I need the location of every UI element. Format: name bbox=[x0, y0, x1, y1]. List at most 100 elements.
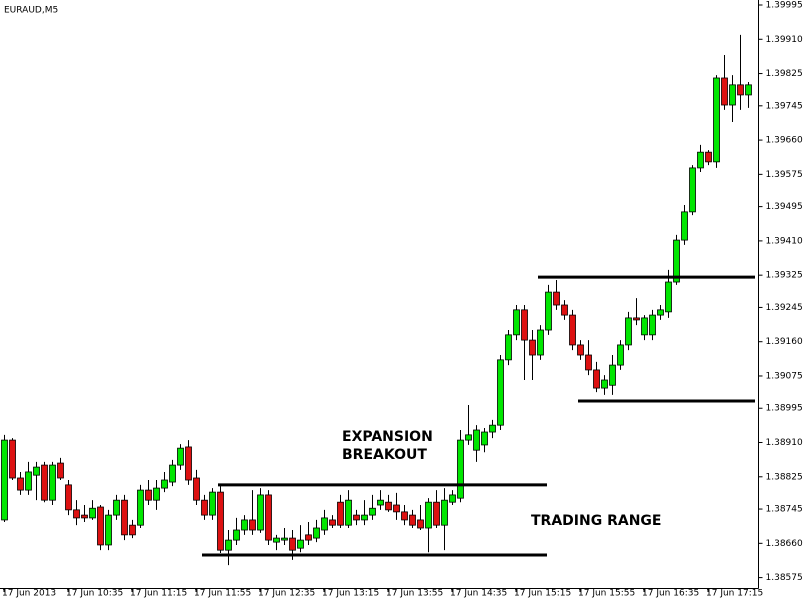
y-tick-label: 1.39495 bbox=[766, 202, 803, 212]
candle-body bbox=[705, 151, 712, 163]
candle-body bbox=[449, 494, 456, 503]
candle-body bbox=[577, 344, 584, 356]
candle-body bbox=[505, 334, 512, 361]
candle-body bbox=[217, 491, 224, 551]
candle-body bbox=[617, 344, 624, 366]
x-tick-label: 17 Jun 17:15 bbox=[706, 589, 763, 599]
candle-body bbox=[465, 434, 472, 441]
y-tick-label: 1.39410 bbox=[766, 236, 803, 246]
candle-body bbox=[353, 514, 360, 521]
candle-body bbox=[25, 471, 32, 491]
candle-body bbox=[569, 314, 576, 346]
candle-body bbox=[665, 281, 672, 313]
candle-body bbox=[49, 464, 56, 501]
candle-body bbox=[225, 539, 232, 551]
candle-body bbox=[633, 317, 640, 321]
annotation: EXPANSION bbox=[342, 429, 433, 445]
candle-body bbox=[145, 489, 152, 501]
candle-body bbox=[209, 491, 216, 516]
candle-body bbox=[137, 489, 144, 526]
candle-body bbox=[297, 539, 304, 549]
candle-body bbox=[425, 501, 432, 529]
candle-body bbox=[729, 84, 736, 106]
candle-body bbox=[745, 84, 752, 96]
candle-body bbox=[169, 464, 176, 483]
candle-body bbox=[177, 447, 184, 466]
candle-body bbox=[265, 494, 272, 541]
candle-body bbox=[89, 507, 96, 519]
candle-body bbox=[305, 534, 312, 541]
candle-body bbox=[697, 151, 704, 169]
candle-body bbox=[545, 291, 552, 331]
candle-body bbox=[497, 359, 504, 426]
candle-body bbox=[689, 167, 696, 213]
candle-body bbox=[713, 77, 720, 163]
candle-body bbox=[649, 314, 656, 336]
candle-body bbox=[457, 439, 464, 499]
y-tick-label: 1.39995 bbox=[766, 1, 803, 11]
candle-body bbox=[233, 529, 240, 541]
candle-body bbox=[41, 464, 48, 501]
candle-body bbox=[473, 429, 480, 451]
candle-body bbox=[113, 499, 120, 516]
candle-body bbox=[513, 309, 520, 336]
candle-body bbox=[601, 379, 608, 389]
candle-body bbox=[625, 317, 632, 346]
candle-body bbox=[257, 494, 264, 531]
candle-body bbox=[321, 517, 328, 531]
candle-body bbox=[433, 501, 440, 526]
y-tick-label: 1.38575 bbox=[766, 573, 803, 583]
x-tick-label: 17 Jun 15:15 bbox=[514, 589, 571, 599]
y-tick-label: 1.38660 bbox=[766, 539, 803, 549]
candle-body bbox=[737, 84, 744, 96]
candle-body bbox=[385, 501, 392, 511]
x-tick-label: 17 Jun 13:55 bbox=[386, 589, 443, 599]
candle-body bbox=[369, 507, 376, 516]
candle-body bbox=[121, 499, 128, 536]
candle-body bbox=[33, 466, 40, 476]
candle-body bbox=[377, 499, 384, 506]
candle-body bbox=[401, 511, 408, 521]
y-tick-label: 1.39325 bbox=[766, 271, 803, 281]
x-tick-label: 17 Jun 13:15 bbox=[322, 589, 379, 599]
candle-body bbox=[641, 317, 648, 336]
candle-body bbox=[481, 431, 488, 446]
annotation: TRADING RANGE bbox=[531, 513, 661, 529]
candle-body bbox=[585, 354, 592, 371]
candle-body bbox=[393, 504, 400, 513]
y-tick-label: 1.39745 bbox=[766, 101, 803, 111]
candle-body bbox=[345, 499, 352, 526]
candle-body bbox=[657, 309, 664, 316]
x-tick-label: 17 Jun 14:35 bbox=[450, 589, 507, 599]
candle-body bbox=[409, 514, 416, 526]
y-tick-label: 1.38910 bbox=[766, 438, 803, 448]
candle-body bbox=[161, 479, 168, 489]
y-tick-label: 1.38745 bbox=[766, 505, 803, 515]
y-tick-label: 1.39075 bbox=[766, 371, 803, 381]
candle-body bbox=[129, 524, 136, 536]
candle-body bbox=[241, 519, 248, 531]
candle-body bbox=[673, 239, 680, 283]
candle-body bbox=[593, 369, 600, 389]
y-tick-label: 1.39910 bbox=[766, 35, 803, 45]
y-tick-label: 1.38995 bbox=[766, 404, 803, 414]
candle-body bbox=[185, 446, 192, 481]
candle-body bbox=[313, 527, 320, 539]
candle-body bbox=[249, 519, 256, 531]
x-tick-label: 17 Jun 2013 bbox=[2, 589, 56, 599]
x-tick-label: 17 Jun 11:15 bbox=[130, 589, 187, 599]
annotation: BREAKOUT bbox=[342, 447, 427, 463]
x-tick-label: 17 Jun 15:55 bbox=[578, 589, 635, 599]
y-tick-label: 1.39660 bbox=[766, 136, 803, 146]
candle-body bbox=[681, 211, 688, 241]
candle-body bbox=[281, 537, 288, 541]
x-tick-label: 17 Jun 11:55 bbox=[194, 589, 251, 599]
candle-body bbox=[553, 291, 560, 306]
candle-body bbox=[193, 477, 200, 501]
candle-body bbox=[201, 499, 208, 516]
candle-body bbox=[441, 499, 448, 526]
x-tick-label: 17 Jun 12:35 bbox=[258, 589, 315, 599]
candle-body bbox=[57, 462, 64, 479]
candle-body bbox=[521, 309, 528, 341]
